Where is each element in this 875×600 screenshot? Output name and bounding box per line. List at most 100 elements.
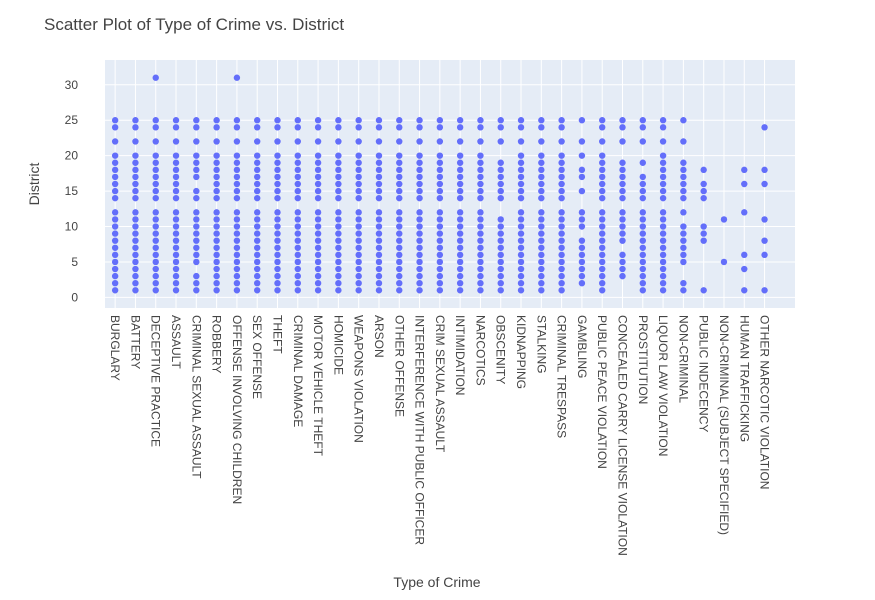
data-point — [497, 237, 504, 244]
data-point — [436, 159, 444, 166]
data-point — [659, 244, 667, 251]
data-point — [396, 173, 403, 181]
data-point — [456, 216, 464, 223]
data-point — [538, 258, 545, 266]
data-point — [558, 180, 565, 188]
data-point — [599, 187, 606, 195]
data-point — [314, 159, 322, 166]
data-point — [132, 152, 139, 159]
data-point — [456, 166, 464, 174]
data-point — [578, 138, 586, 145]
data-point — [254, 287, 261, 294]
data-point — [274, 166, 281, 174]
data-point — [375, 280, 383, 287]
data-point — [517, 138, 525, 145]
data-point — [314, 272, 322, 280]
data-point — [254, 166, 261, 174]
data-point — [659, 287, 667, 294]
data-point — [396, 223, 403, 230]
data-point — [294, 117, 301, 124]
data-point — [659, 223, 667, 230]
data-point — [132, 265, 139, 273]
x-tick-label: ASSAULT — [169, 315, 183, 369]
data-point — [416, 265, 423, 273]
data-point — [335, 244, 342, 251]
data-point — [193, 187, 200, 195]
data-point — [619, 272, 626, 280]
data-point — [517, 173, 525, 181]
data-point — [538, 194, 545, 202]
x-axis-title: Type of Crime — [393, 574, 480, 590]
x-tick-label: ROBBERY — [210, 315, 224, 373]
data-point — [172, 117, 180, 124]
x-tick-label: NARCOTICS — [473, 315, 487, 386]
data-point — [193, 159, 200, 166]
data-point — [335, 159, 342, 166]
data-point — [172, 124, 180, 131]
x-tick-label: BURGLARY — [108, 315, 122, 381]
data-point — [213, 138, 220, 145]
data-point — [619, 258, 626, 266]
data-point — [517, 166, 525, 174]
data-point — [436, 187, 444, 195]
data-point — [172, 152, 180, 159]
data-point — [213, 272, 220, 280]
data-point — [761, 237, 768, 244]
data-point — [680, 237, 687, 244]
data-point — [497, 223, 504, 230]
data-point — [761, 251, 768, 259]
data-point — [233, 194, 241, 202]
data-point — [497, 272, 504, 280]
data-point — [132, 194, 139, 202]
data-point — [396, 272, 403, 280]
data-point — [680, 244, 687, 251]
data-point — [254, 138, 261, 145]
data-point — [193, 124, 200, 131]
data-point — [680, 138, 687, 145]
data-point — [497, 180, 504, 188]
data-point — [599, 244, 606, 251]
data-point — [132, 187, 139, 195]
data-point — [172, 223, 180, 230]
data-point — [619, 166, 626, 174]
data-point — [517, 280, 525, 287]
x-tick-label: THEFT — [271, 315, 285, 354]
data-point — [436, 287, 444, 294]
x-tick-label: OTHER NARCOTIC VIOLATION — [758, 315, 772, 489]
data-point — [152, 117, 159, 124]
x-tick-label: BATTERY — [128, 315, 142, 369]
data-point — [477, 209, 484, 216]
data-point — [619, 251, 626, 259]
data-point — [314, 173, 322, 181]
data-point — [396, 159, 403, 166]
data-point — [680, 287, 687, 294]
data-point — [254, 124, 261, 131]
data-point — [538, 251, 545, 259]
data-point — [396, 287, 403, 294]
data-point — [639, 187, 646, 195]
data-point — [436, 152, 444, 159]
data-points — [111, 74, 768, 294]
data-point — [497, 287, 504, 294]
data-point — [111, 237, 119, 244]
data-point — [558, 251, 565, 259]
data-point — [274, 209, 281, 216]
data-point — [375, 124, 383, 131]
data-point — [111, 138, 119, 145]
data-point — [335, 173, 342, 181]
data-point — [416, 194, 423, 202]
data-point — [477, 173, 484, 181]
data-point — [619, 223, 626, 230]
data-point — [680, 159, 687, 166]
data-point — [375, 237, 383, 244]
data-point — [538, 209, 545, 216]
data-point — [193, 258, 200, 266]
x-tick-label: WEAPONS VIOLATION — [352, 315, 366, 443]
data-point — [396, 187, 403, 195]
data-point — [335, 117, 342, 124]
data-point — [416, 209, 423, 216]
data-point — [111, 272, 119, 280]
data-point — [639, 124, 646, 131]
data-point — [639, 223, 646, 230]
